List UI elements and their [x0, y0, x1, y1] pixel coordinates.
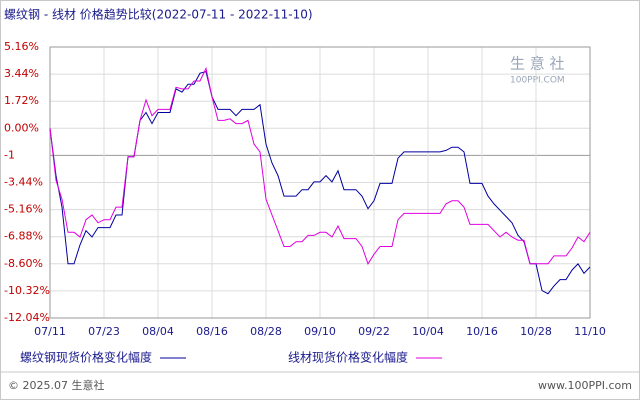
legend-label: 螺纹钢现货价格变化幅度 — [20, 350, 152, 365]
legend-label: 线材现货价格变化幅度 — [288, 350, 408, 365]
y-tick-label: -12.04% — [4, 311, 50, 324]
x-tick-label: 10/04 — [412, 325, 444, 338]
series-line — [49, 66, 591, 265]
y-tick-label: 3.44% — [4, 67, 39, 80]
y-tick-label: -6.88% — [4, 230, 43, 243]
y-tick-label: -3.44% — [4, 176, 43, 189]
chart-title: 螺纹钢 - 线材 价格趋势比较(2022-07-11 - 2022-11-10) — [4, 7, 313, 22]
x-tick-label: 07/23 — [88, 325, 120, 338]
y-tick-label: -10.32% — [4, 284, 50, 297]
y-tick-label: 1.72% — [4, 94, 39, 107]
y-tick-label: 5.16% — [4, 40, 39, 53]
y-tick-label: 0.00% — [4, 121, 39, 134]
x-tick-label: 07/11 — [34, 325, 66, 338]
watermark-sub: 100PPI.COM — [510, 76, 565, 86]
x-tick-label: 08/28 — [250, 325, 282, 338]
x-tick-label: 11/10 — [574, 325, 606, 338]
x-tick-label: 09/10 — [304, 325, 336, 338]
x-tick-label: 10/28 — [520, 325, 552, 338]
footer-right: www.100PPI.com — [538, 379, 632, 392]
footer-left: © 2025.07 生意社 — [8, 378, 104, 392]
y-tick-label: -5.16% — [4, 203, 43, 216]
x-tick-label: 08/04 — [142, 325, 174, 338]
plot-frame — [49, 46, 591, 319]
x-tick-label: 10/16 — [466, 325, 498, 338]
watermark: 生 意 社 — [510, 55, 565, 73]
y-tick-label: -8.60% — [4, 257, 43, 270]
x-tick-label: 08/16 — [196, 325, 228, 338]
x-tick-label: 09/22 — [358, 325, 390, 338]
y-tick-label: -1 — [4, 148, 15, 161]
